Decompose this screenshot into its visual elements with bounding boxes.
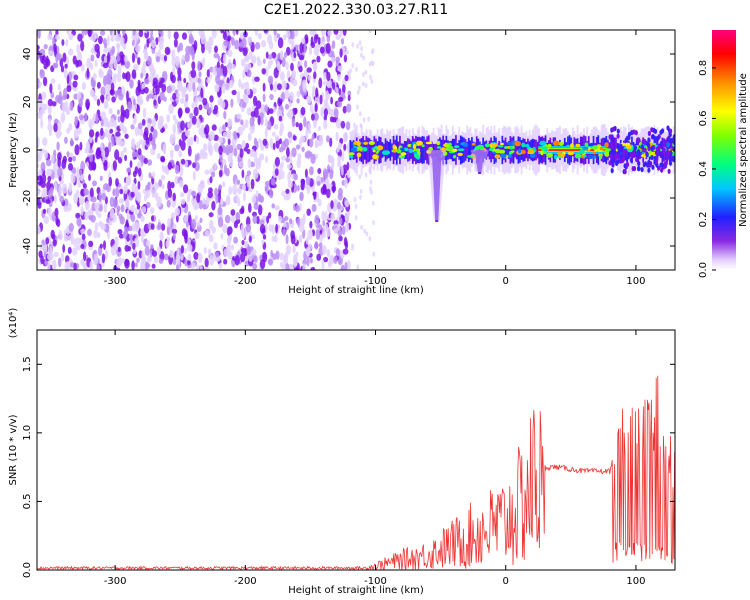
spectrogram-y-tick-label: 20: [22, 96, 33, 109]
snr-x-tick-label: -300: [104, 576, 127, 587]
snr-scale-label: (x10⁴): [8, 308, 19, 339]
snr-y-tick-label: 0.0: [22, 562, 33, 578]
snr-y-tick-label: 1.5: [22, 356, 33, 372]
snr-x-tick-label: -100: [364, 576, 387, 587]
snr-frame: [36, 329, 676, 571]
spectrogram-y-ticks: -40 -20 0 20 40: [22, 48, 675, 254]
snr-x-ticks: -300 -200 -100 0 100: [104, 330, 645, 587]
spectrogram-x-label: Height of straight line (km): [288, 285, 424, 296]
spectrogram-area: [37, 30, 675, 270]
colorbar-label: Normalized spectral amplitude: [738, 73, 749, 227]
figure-title: C2E1.2022.330.03.27.R11: [264, 2, 448, 18]
spectrogram-x-tick-label: -300: [104, 276, 127, 287]
snr-y-label: SNR (10 * v/v): [8, 414, 19, 485]
snr-y-tick-label: 0.5: [22, 493, 33, 509]
spectrogram-x-tick-label: 0: [503, 276, 509, 287]
spectrogram-y-tick-label: -40: [22, 238, 33, 254]
snr-x-tick-label: -200: [234, 576, 257, 587]
colorbar-tick-label: 0.4: [698, 161, 709, 177]
spectrogram-x-tick-label: -100: [364, 276, 387, 287]
snr-x-tick-label: 100: [626, 576, 645, 587]
colorbar: 0.0 0.2 0.4 0.6 0.8 Normalized spectral ampl…: [698, 30, 749, 278]
colorbar-tick-label: 0.2: [698, 212, 709, 228]
snr-y-ticks: 0.0 0.5 1.0 1.5: [22, 356, 675, 578]
spectrogram-y-label: Frequency (Hz): [8, 112, 19, 188]
snr-x-tick-label: 0: [503, 576, 509, 587]
colorbar-ticks: 0.0 0.2 0.4 0.6 0.8: [698, 60, 716, 278]
spectrogram-x-tick-label: -200: [234, 276, 257, 287]
spectrogram-x-tick-label: 100: [626, 276, 645, 287]
spectrogram-y-tick-label: -20: [22, 190, 33, 206]
snr-y-tick-label: 1.0: [22, 425, 33, 441]
colorbar-gradient: [712, 30, 736, 270]
spectrogram-x-ticks: -300 -200 -100 0 100: [104, 30, 645, 287]
colorbar-tick-label: 0.0: [698, 262, 709, 278]
snr-panel: -300 -200 -100 0 100 0.0 0.5 1.0 1.5 Height of …: [8, 308, 676, 596]
snr-plot-area: [37, 375, 675, 570]
snr-series-line: [37, 375, 675, 570]
colorbar-tick-label: 0.8: [698, 60, 709, 76]
spectrogram-y-tick-label: 40: [22, 48, 33, 61]
colorbar-tick-label: 0.6: [698, 110, 709, 126]
spectrogram-y-tick-label: 0: [22, 147, 33, 153]
snr-x-label: Height of straight line (km): [288, 585, 424, 596]
